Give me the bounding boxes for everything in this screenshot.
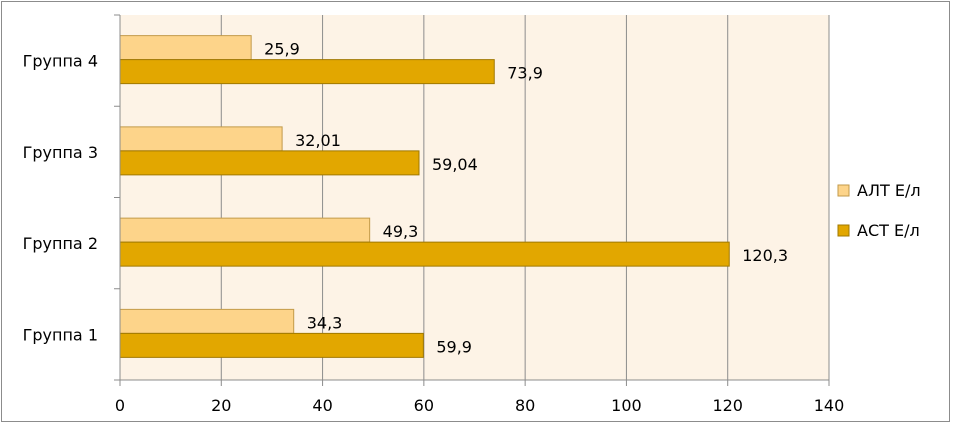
x-tick-label: 20 (211, 396, 231, 415)
legend-swatch (837, 184, 850, 197)
bar (119, 241, 730, 267)
bar (119, 35, 252, 61)
bar (119, 332, 424, 358)
x-tick-label: 60 (414, 396, 434, 415)
bar (119, 150, 420, 176)
data-label: 34,3 (307, 313, 343, 332)
data-labels: 34,3 59,9 49,3 120,3 32,01 59,04 25,9 73,9 (264, 40, 788, 357)
bar (119, 126, 283, 152)
y-tick-label: Группа 2 (23, 234, 98, 253)
legend-label: АСТ Е/л (857, 221, 920, 240)
data-label: 49,3 (383, 222, 419, 241)
data-label: 32,01 (295, 131, 341, 150)
bar (119, 217, 371, 243)
data-label: 73,9 (507, 64, 543, 83)
x-tick-label: 40 (312, 396, 332, 415)
y-tick-label: Группа 1 (23, 325, 98, 344)
data-label: 59,9 (436, 337, 472, 356)
x-tick-label: 100 (611, 396, 642, 415)
y-tick-label: Группа 3 (23, 143, 98, 162)
data-label: 59,04 (432, 155, 478, 174)
bar (119, 308, 295, 334)
x-tick-label: 0 (115, 396, 125, 415)
bars (119, 35, 730, 358)
x-tick-label: 80 (515, 396, 535, 415)
y-tick-label: Группа 4 (23, 52, 98, 71)
bar (119, 59, 495, 85)
legend-label: АЛТ Е/л (857, 181, 921, 200)
legend: АЛТ Е/л АСТ Е/л (837, 181, 921, 240)
legend-swatch (837, 224, 850, 237)
data-label: 25,9 (264, 40, 300, 59)
x-tick-label: 140 (814, 396, 845, 415)
data-label: 120,3 (742, 246, 788, 265)
x-tick-label: 120 (712, 396, 743, 415)
axes: 0 20 40 60 80 100 120 140 Группа 1 Группа 2 Группа… (23, 14, 845, 415)
